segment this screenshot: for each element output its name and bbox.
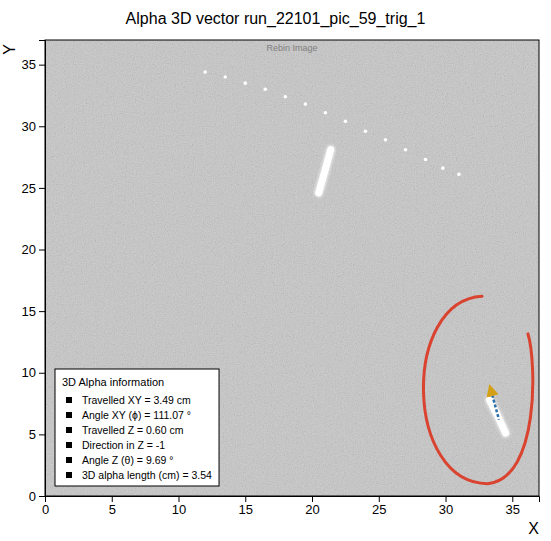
track: [319, 150, 331, 193]
legend-title: 3D Alpha information: [62, 376, 164, 388]
x-tick-label: 25: [372, 502, 386, 517]
track-dot: [223, 75, 227, 79]
track-dot: [284, 95, 288, 99]
annotation-circle: [423, 296, 532, 483]
x-tick: 20: [305, 496, 319, 517]
x-tick: 10: [172, 496, 186, 517]
track-dot: [364, 129, 368, 133]
y-tick: 0: [29, 489, 45, 504]
y-tick-mark: [39, 311, 45, 312]
x-axis: 0 5 10 15 20 25 30 35: [42, 496, 540, 517]
title: Alpha 3D vector run_22101_pic_59_trig_1: [126, 10, 426, 28]
x-tick: 0: [42, 496, 49, 517]
y-tick-label: 25: [22, 181, 36, 196]
y-tick-label: 10: [22, 365, 36, 380]
y-tick-mark: [39, 126, 45, 127]
y-axis: 0 5 10 15 20 25 30 35: [22, 41, 46, 504]
x-tick-label: 20: [305, 502, 319, 517]
legend-square: [66, 457, 72, 463]
x-tick-label: 30: [439, 502, 453, 517]
x-tick-mark: [112, 496, 113, 502]
y-tick: 35: [22, 57, 45, 72]
y-tick: 25: [22, 181, 45, 196]
y-tick-label: 30: [22, 119, 36, 134]
x-axis-title: X: [528, 520, 539, 537]
track-dot: [344, 120, 348, 124]
track-dot: [203, 70, 207, 74]
y-tick: 10: [22, 365, 45, 380]
track-dot: [243, 81, 247, 85]
y-tick-mark: [39, 496, 45, 497]
track-dot: [384, 138, 388, 142]
y-tick-mark: [39, 250, 45, 251]
x-tick-mark: [512, 496, 513, 502]
track-dot: [457, 173, 461, 177]
y-tick: 20: [22, 242, 45, 257]
legend-entry: Angle XY (ϕ) = 111.07 °: [82, 409, 191, 421]
y-tick-mark: [39, 434, 45, 435]
x-tick-label: 0: [42, 502, 49, 517]
track-dot: [304, 102, 308, 106]
y-tick-label: 35: [22, 57, 36, 72]
track-dot: [441, 166, 445, 170]
x-tick: 35: [506, 496, 520, 517]
track-dot: [404, 148, 408, 152]
track-dot: [424, 158, 428, 162]
plot-frame: [45, 40, 539, 496]
y-tick-mark: [39, 373, 45, 374]
y-tick-label: 20: [22, 242, 36, 257]
x-tick-label: 35: [506, 502, 520, 517]
tracks: [203, 70, 505, 433]
x-tick-label: 15: [239, 502, 253, 517]
legend-entry: Direction in Z = -1: [82, 439, 165, 451]
x-tick: 30: [439, 496, 453, 517]
legend-square: [66, 442, 72, 448]
x-tick-mark: [312, 496, 313, 502]
track-glow: [319, 150, 331, 193]
y-tick-mark: [39, 188, 45, 189]
y-tick-label: 0: [29, 489, 36, 504]
x-tick: 5: [109, 496, 116, 517]
chart: Alpha 3D vector run_22101_pic_59_trig_1 R…: [0, 0, 551, 541]
y-tick: 15: [22, 304, 45, 319]
x-axis-line: [46, 497, 540, 503]
x-tick-mark: [446, 496, 447, 502]
legend-square: [66, 472, 72, 478]
y-tick-label: 5: [29, 427, 36, 442]
legend: 3D Alpha information Travelled XY = 3.49 …: [55, 369, 219, 486]
x-tick-mark: [379, 496, 380, 502]
track-dot: [324, 111, 328, 115]
alpha-vector: [491, 390, 499, 420]
legend-entry: 3D alpha length (cm) = 3.54: [82, 469, 212, 481]
image-background: [45, 40, 539, 496]
legend-entry: Travelled XY = 3.49 cm: [82, 394, 191, 406]
x-tick: 25: [372, 496, 386, 517]
x-tick-mark: [245, 496, 246, 502]
legend-entry: Travelled Z = 0.60 cm: [82, 424, 184, 436]
track-dot: [263, 87, 267, 91]
legend-entry: Angle Z (θ) = 9.69 °: [82, 454, 173, 466]
x-tick: 15: [239, 496, 253, 517]
y-tick: 5: [29, 427, 45, 442]
y-axis-title: Y: [1, 44, 18, 55]
x-tick-label: 5: [109, 502, 116, 517]
y-tick: 30: [22, 119, 45, 134]
x-tick-mark: [179, 496, 180, 502]
legend-square: [66, 427, 72, 433]
legend-square: [66, 397, 72, 403]
y-axis-line: [39, 41, 46, 497]
legend-square: [66, 412, 72, 418]
y-tick-label: 15: [22, 304, 36, 319]
subtitle: Rebin Image: [266, 43, 317, 53]
image-noise: [45, 40, 539, 496]
x-tick-label: 10: [172, 502, 186, 517]
y-tick-mark: [39, 65, 45, 66]
legend-box: [55, 369, 219, 486]
